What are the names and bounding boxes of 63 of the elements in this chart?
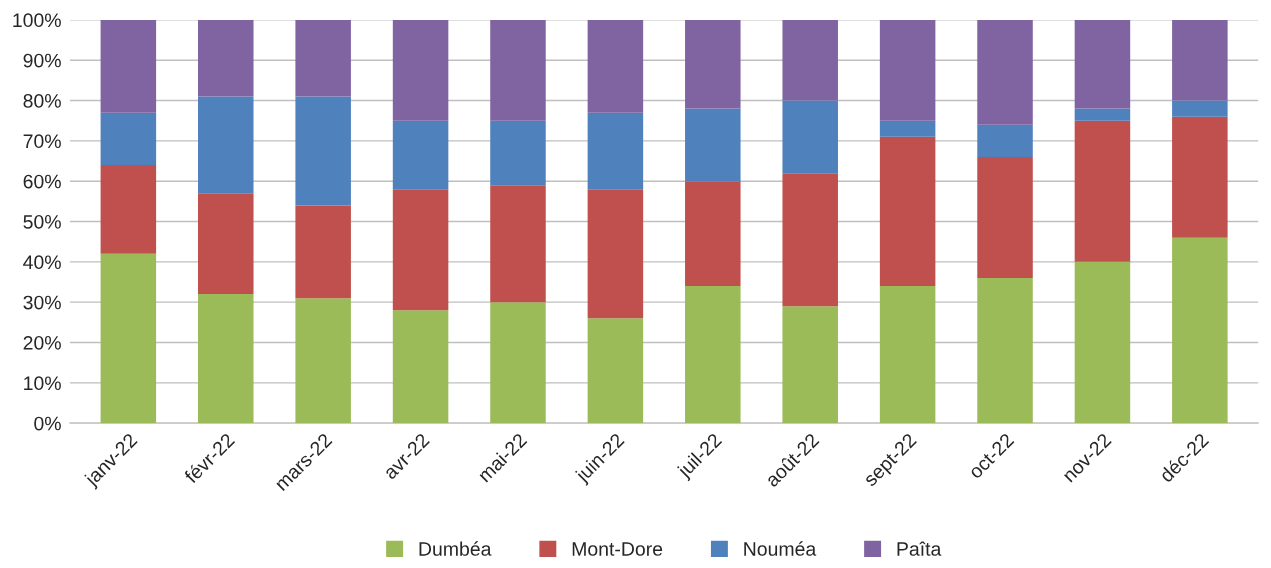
bar bbox=[587, 318, 644, 424]
y-tick-label: 50% bbox=[23, 214, 61, 229]
bar bbox=[782, 100, 838, 174]
bar bbox=[587, 189, 644, 319]
bar bbox=[879, 136, 936, 287]
y-tick-label: 40% bbox=[23, 255, 61, 270]
bar bbox=[685, 108, 741, 182]
bar bbox=[977, 277, 1033, 424]
y-tick-label: 80% bbox=[23, 94, 61, 108]
bar bbox=[782, 19, 838, 101]
bar bbox=[490, 185, 546, 303]
bar bbox=[295, 298, 351, 424]
bar bbox=[100, 112, 157, 166]
bar bbox=[1074, 120, 1131, 262]
y-tick-label: 90% bbox=[23, 53, 61, 68]
bar bbox=[100, 19, 157, 113]
bar bbox=[879, 19, 936, 121]
bar bbox=[587, 19, 644, 113]
bar bbox=[392, 120, 449, 190]
bar bbox=[490, 19, 546, 121]
bar bbox=[392, 310, 449, 424]
y-tick-label: 10% bbox=[24, 376, 61, 391]
bar bbox=[100, 253, 157, 424]
legend-label: Nouméa bbox=[744, 541, 817, 556]
bar bbox=[782, 306, 838, 424]
legend-label: Mont-Dore bbox=[572, 542, 663, 556]
bar bbox=[392, 19, 449, 121]
bar bbox=[685, 181, 741, 287]
bar bbox=[977, 124, 1033, 157]
bar bbox=[782, 173, 838, 307]
bar bbox=[1172, 100, 1228, 117]
bar bbox=[100, 165, 157, 254]
bar bbox=[1172, 116, 1228, 238]
y-tick-label: 100% bbox=[13, 13, 61, 28]
bar bbox=[587, 112, 644, 190]
bar bbox=[879, 120, 936, 137]
bar bbox=[879, 286, 936, 424]
bar bbox=[490, 302, 546, 424]
legend-label: Dumbéa bbox=[419, 541, 492, 556]
bar bbox=[1172, 237, 1228, 424]
bar bbox=[977, 157, 1033, 278]
y-tick-label: 60% bbox=[23, 174, 61, 189]
bar bbox=[295, 96, 351, 206]
bar bbox=[977, 19, 1033, 125]
bar bbox=[295, 205, 351, 299]
y-tick-label: 20% bbox=[23, 335, 61, 350]
bar bbox=[295, 19, 351, 97]
bar bbox=[198, 193, 254, 295]
bar bbox=[1172, 19, 1228, 101]
bar bbox=[490, 120, 546, 186]
y-tick-label: 70% bbox=[23, 134, 61, 149]
bar bbox=[198, 19, 254, 97]
y-tick-label: 30% bbox=[23, 295, 61, 310]
bar bbox=[685, 19, 741, 109]
bar bbox=[1074, 19, 1131, 109]
bar bbox=[392, 189, 449, 311]
legend-label: Paîta bbox=[897, 541, 942, 556]
bar bbox=[198, 96, 254, 194]
bar bbox=[198, 294, 254, 424]
bar bbox=[1074, 261, 1131, 424]
y-tick-label: 0% bbox=[34, 416, 61, 431]
bar bbox=[685, 286, 741, 424]
bar bbox=[1074, 108, 1131, 121]
